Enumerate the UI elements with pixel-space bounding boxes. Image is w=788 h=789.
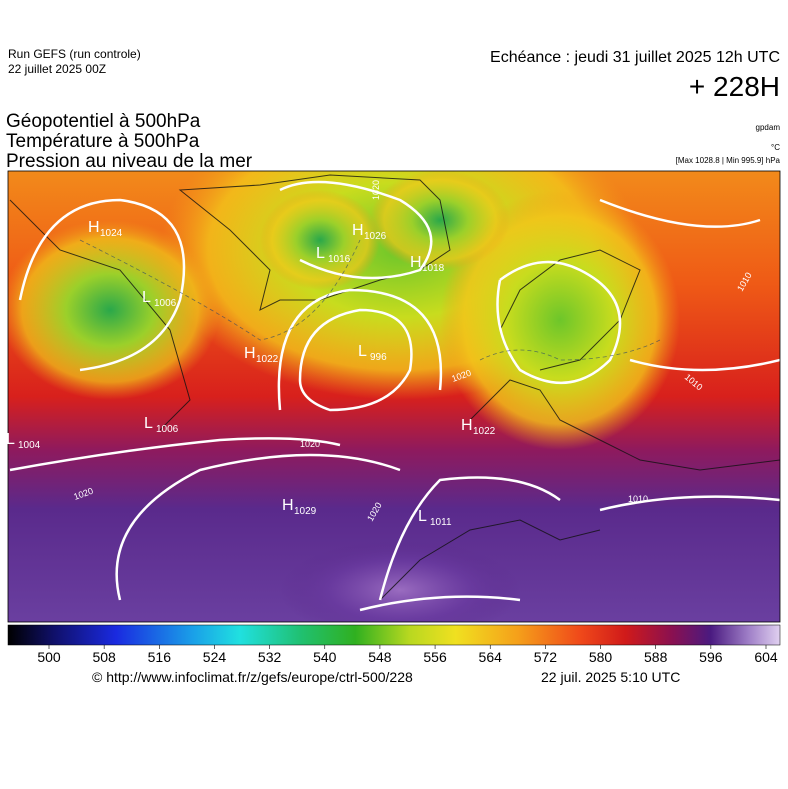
- unit-label: gpdam: [756, 123, 781, 132]
- colorbar: [7, 624, 781, 646]
- pressure-center-value: 1016: [328, 254, 351, 265]
- source-url: © http://www.infoclimat.fr/z/gefs/europe…: [92, 669, 413, 685]
- pressure-center-value: 1022: [256, 354, 279, 365]
- map-frame: [7, 170, 781, 623]
- colorbar-tick-label: 580: [589, 649, 613, 665]
- pressure-center-value: 1029: [294, 506, 317, 517]
- lead-time: + 228H: [689, 71, 780, 102]
- pressure-center-type: L: [6, 431, 15, 448]
- pressure-center-value: 1006: [156, 424, 179, 435]
- pressure-center-type: L: [144, 415, 153, 432]
- pressure-center-type: L: [358, 343, 367, 360]
- layer-title: Pression au niveau de la mer: [6, 151, 253, 172]
- colorbar-tick-label: 588: [644, 649, 668, 665]
- colorbar-tick-label: 556: [423, 649, 447, 665]
- isobar-label: 1020: [300, 439, 320, 449]
- colorbar-tick-label: 564: [479, 649, 503, 665]
- pressure-center-type: L: [418, 508, 427, 525]
- unit-label: °C: [771, 143, 780, 152]
- colorbar-tick-label: 572: [534, 649, 558, 665]
- pressure-center-value: 996: [370, 352, 387, 363]
- pressure-center-value: 1004: [18, 440, 41, 451]
- pressure-center-type: H: [88, 219, 100, 236]
- unit-label: [Max 1028.8 | Min 995.9] hPa: [676, 156, 781, 165]
- colorbar-tick-label: 500: [37, 649, 61, 665]
- pressure-center-value: 1006: [154, 298, 177, 309]
- generated-time: 22 juil. 2025 5:10 UTC: [541, 669, 680, 685]
- colorbar-tick-label: 604: [754, 649, 778, 665]
- pressure-center-type: H: [352, 222, 364, 239]
- colorbar-tick-label: 540: [313, 649, 337, 665]
- pressure-center-value: 1011: [430, 517, 452, 528]
- map: [8, 171, 780, 622]
- valid-time: Echéance : jeudi 31 juillet 2025 12h UTC: [490, 49, 780, 66]
- colorbar-tick-label: 516: [148, 649, 172, 665]
- colorbar-tick-label: 508: [92, 649, 116, 665]
- pressure-center-type: L: [142, 289, 151, 306]
- pressure-center-type: H: [244, 345, 256, 362]
- layer-title: Géopotentiel à 500hPa: [6, 111, 201, 132]
- layer-title: Température à 500hPa: [6, 131, 200, 152]
- run-name: Run GEFS (run controle): [8, 47, 141, 61]
- isobar-label: 1010: [628, 494, 648, 504]
- pressure-center-type: H: [282, 497, 294, 514]
- colorbar-tick-label: 532: [258, 649, 282, 665]
- pressure-center-value: 1022: [473, 426, 496, 437]
- colorbar-tick-label: 524: [203, 649, 227, 665]
- colorbar-tick-label: 596: [699, 649, 723, 665]
- pressure-center-value: 1026: [364, 231, 387, 242]
- pressure-center-type: L: [316, 245, 325, 262]
- pressure-center-type: H: [461, 417, 473, 434]
- pressure-center-type: H: [410, 254, 422, 271]
- colorbar-tick-label: 548: [368, 649, 392, 665]
- pressure-center-value: 1018: [422, 263, 445, 274]
- isobar-label: 1020: [371, 180, 381, 200]
- pressure-center-value: 1024: [100, 228, 123, 239]
- run-date: 22 juillet 2025 00Z: [8, 62, 106, 76]
